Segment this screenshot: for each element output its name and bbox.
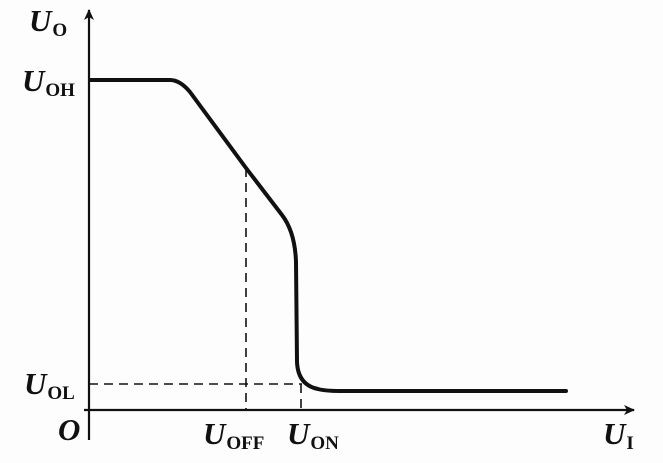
on-threshold-label: UON bbox=[287, 416, 339, 454]
oh-level-label: UOH bbox=[22, 63, 75, 101]
ol-level-label: UOL bbox=[24, 366, 75, 404]
y-axis-label: UO bbox=[29, 3, 68, 41]
x-axis-label: UI bbox=[603, 416, 634, 454]
origin-label: O bbox=[58, 412, 81, 447]
transfer-curve bbox=[88, 78, 568, 393]
off-threshold-label: UOFF bbox=[203, 416, 265, 454]
